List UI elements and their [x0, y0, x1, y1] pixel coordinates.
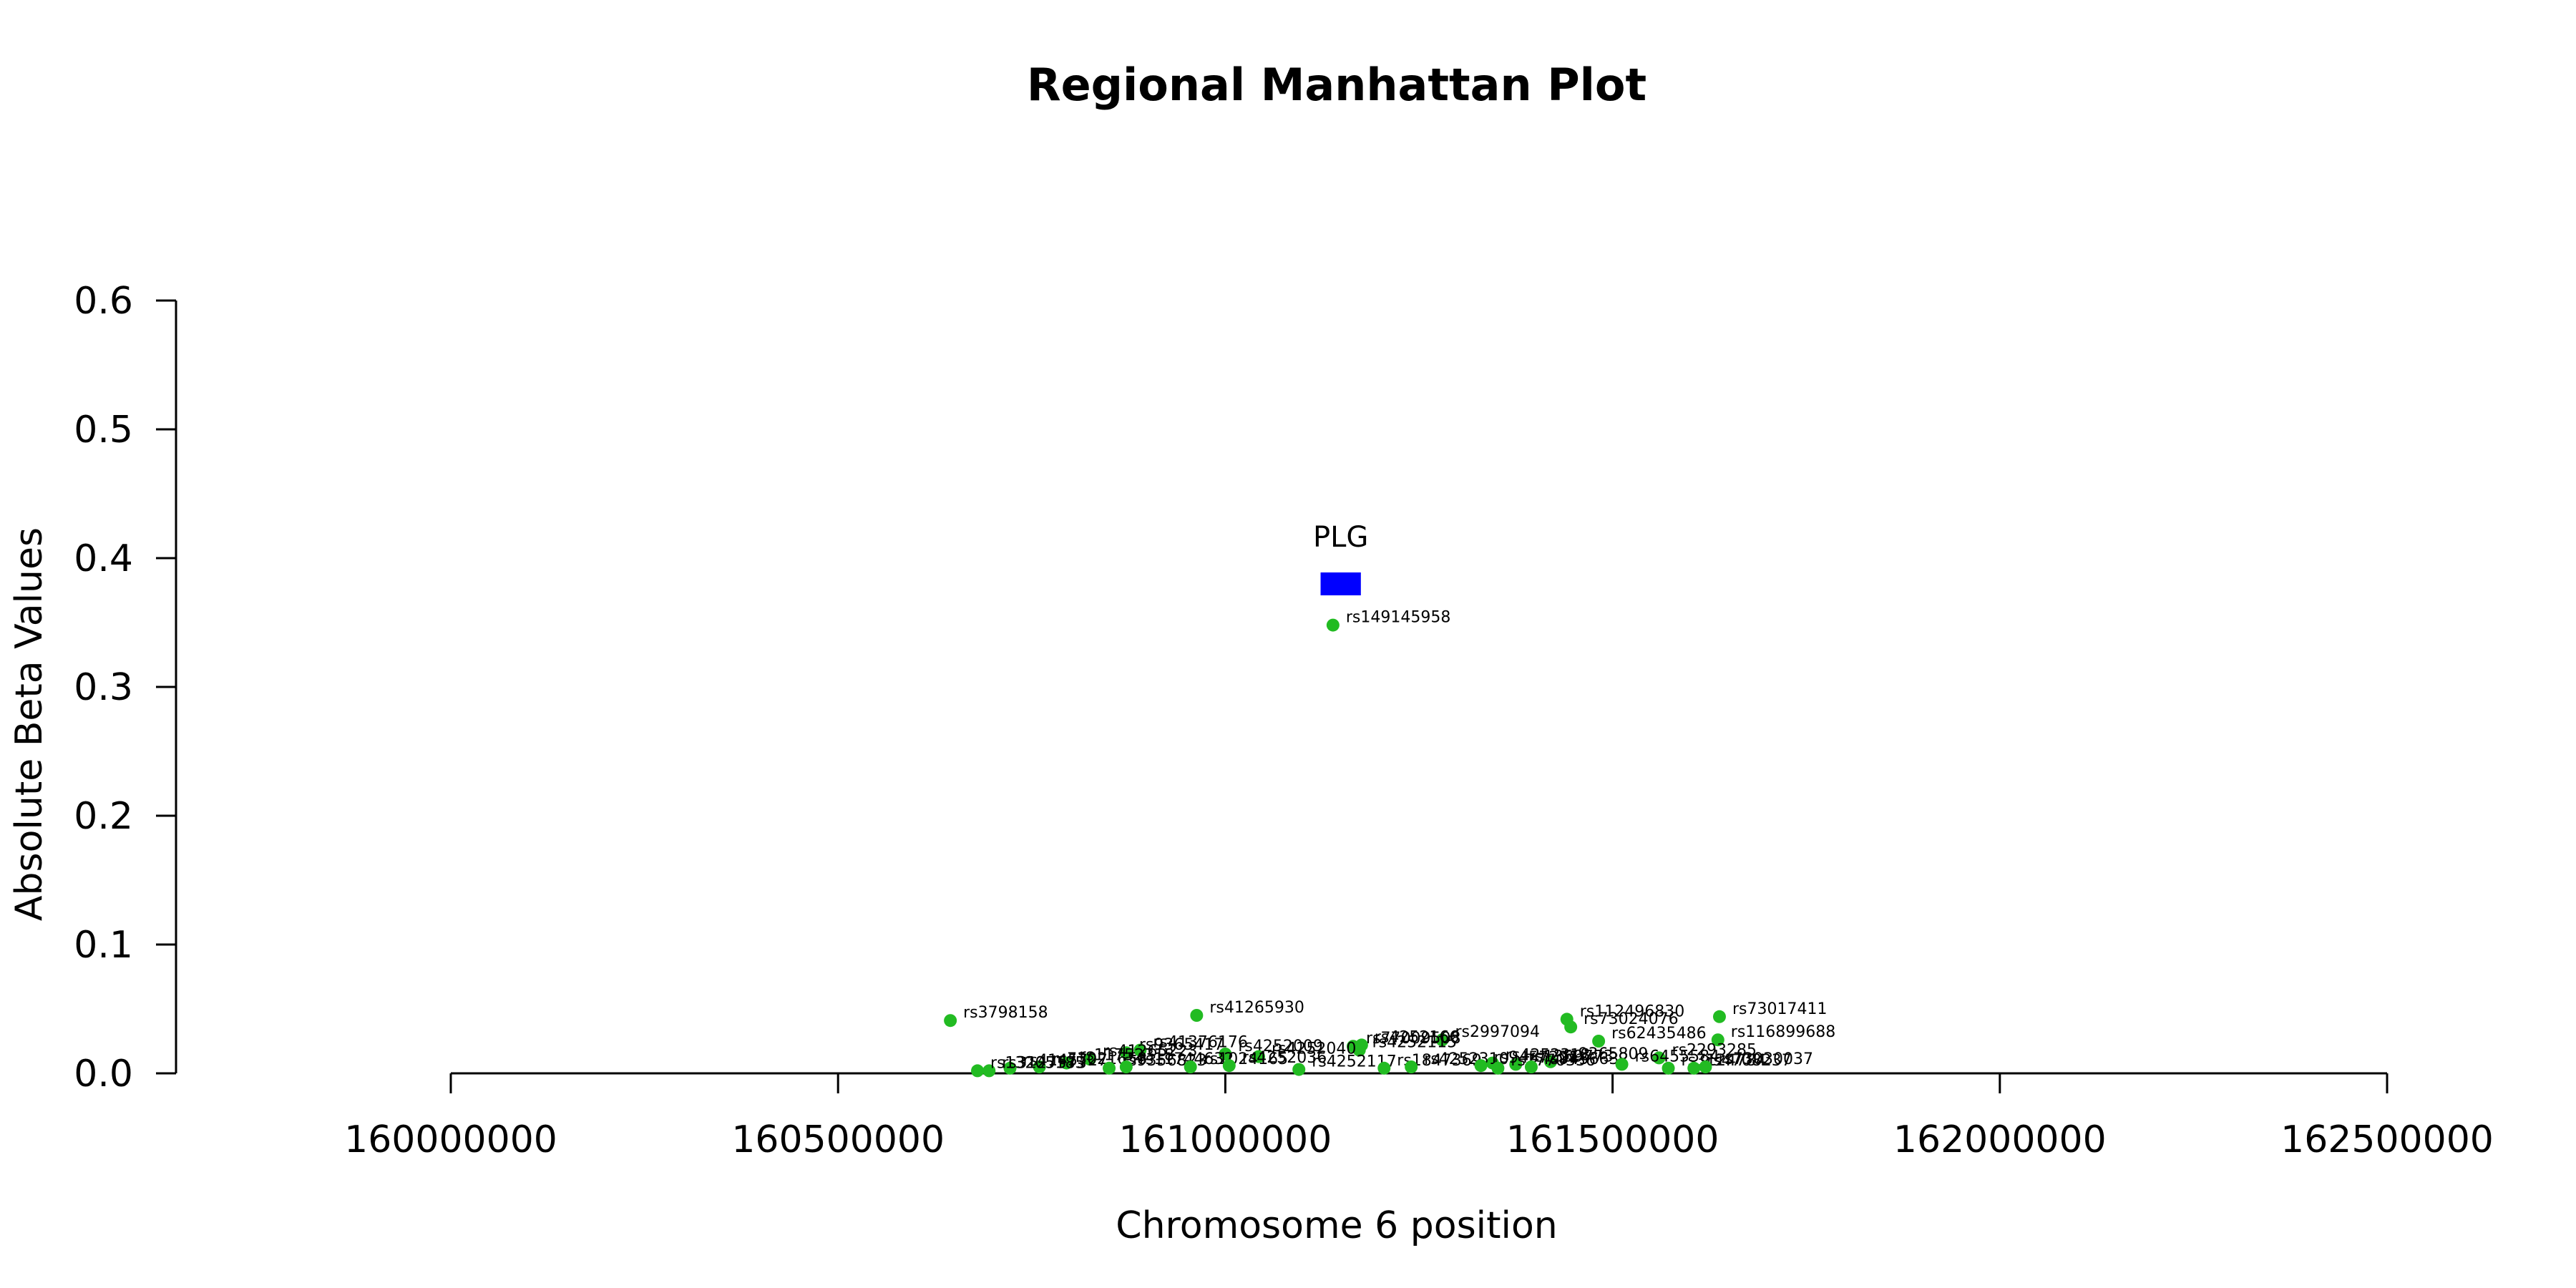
data-point — [1326, 618, 1340, 632]
gene-label: PLG — [1313, 521, 1368, 554]
data-point — [1662, 1061, 1675, 1075]
data-point — [1712, 1010, 1726, 1023]
data-point — [1119, 1060, 1133, 1073]
point-label: rs13205185 — [990, 1054, 1085, 1072]
point-label: rs73030037 — [1718, 1050, 1813, 1068]
data-point — [1133, 1043, 1147, 1057]
point-label: rs4252009 — [1238, 1038, 1323, 1055]
gene-bar — [1320, 572, 1361, 595]
y-tick-label: 0.6 — [74, 280, 133, 323]
data-point — [1222, 1059, 1236, 1073]
point-label: rs1024165 — [1204, 1050, 1289, 1068]
data-point — [1003, 1061, 1017, 1075]
data-point — [971, 1064, 985, 1078]
point-label: rs73017411 — [1732, 1000, 1827, 1018]
point-label: rs9456632 — [1544, 1050, 1629, 1068]
point-label: rs2997094 — [1455, 1023, 1540, 1041]
data-point — [1652, 1051, 1666, 1065]
point-label: rs149145958 — [1346, 609, 1450, 627]
data-point — [1119, 1046, 1133, 1060]
y-tick-label: 0.0 — [74, 1053, 133, 1096]
point-label: rs4252040 — [1272, 1040, 1357, 1058]
x-tick-label: 162000000 — [1893, 1118, 2107, 1161]
point-label: rs9365809 — [1563, 1045, 1649, 1063]
data-point — [1435, 1033, 1449, 1047]
data-point — [1615, 1058, 1629, 1071]
point-label: rs41265930 — [1209, 999, 1304, 1017]
data-points: rs149145958 rs3798158 rs41265930 rs11249683… — [944, 609, 1835, 1078]
data-point — [1190, 1009, 1204, 1022]
data-point — [944, 1014, 957, 1028]
point-label: rs4252115 — [1372, 1034, 1458, 1052]
point-label: rs3798158 — [963, 1004, 1048, 1022]
data-point — [1219, 1048, 1232, 1060]
point-label: rs4145727 — [1023, 1052, 1108, 1070]
data-point — [1509, 1058, 1523, 1071]
gene-track: PLG — [1313, 521, 1368, 595]
point-label: rs1359773 — [1528, 1048, 1614, 1065]
data-point — [1103, 1061, 1116, 1075]
data-point — [1491, 1061, 1505, 1075]
point-label: rs3127573 — [1002, 1054, 1087, 1072]
x-tick-label: 160000000 — [344, 1118, 557, 1161]
data-point — [1592, 1035, 1606, 1048]
x-axis-label: Chromosome 6 position — [1116, 1204, 1557, 1247]
data-point — [1711, 1033, 1724, 1047]
point-label: rs4252166 — [1375, 1028, 1460, 1046]
data-point — [1352, 1043, 1366, 1057]
point-label: rs112496830 — [1580, 1002, 1684, 1020]
y-tick-label: 0.1 — [74, 924, 133, 967]
data-point — [1687, 1061, 1701, 1075]
point-label: rs62435486 — [1611, 1025, 1706, 1043]
data-point — [1524, 1060, 1538, 1073]
y-tick-label: 0.3 — [74, 666, 133, 709]
data-point — [1544, 1055, 1558, 1068]
x-tick-label: 161000000 — [1119, 1118, 1332, 1161]
data-point — [1377, 1061, 1391, 1075]
x-tick-label: 162500000 — [2280, 1118, 2494, 1161]
y-tick-label: 0.4 — [74, 537, 133, 580]
y-axis-label: Absolute Beta Values — [8, 527, 51, 921]
point-label: rs77009508 — [1366, 1030, 1460, 1048]
y-tick-label: 0.5 — [74, 409, 133, 452]
point-label: rs9365417 — [1139, 1036, 1224, 1054]
point-label: rs4252036 — [1242, 1049, 1327, 1067]
data-point — [1564, 1020, 1578, 1034]
data-point — [1033, 1060, 1046, 1073]
data-point — [1292, 1063, 1306, 1076]
data-point — [1083, 1053, 1096, 1066]
chart-title: Regional Manhattan Plot — [1027, 59, 1646, 111]
point-label: rs73024076 — [1584, 1010, 1678, 1028]
x-tick-label: 161500000 — [1506, 1118, 1719, 1161]
data-point — [1699, 1060, 1712, 1073]
point-label: rs41376176 — [1153, 1034, 1247, 1052]
data-point — [1060, 1056, 1073, 1070]
point-label: rs2293285 — [1672, 1041, 1757, 1059]
data-point — [1405, 1060, 1418, 1073]
data-point — [1474, 1059, 1488, 1073]
x-tick-label: 160500000 — [731, 1118, 945, 1161]
y-tick-label: 0.2 — [74, 795, 133, 838]
data-point — [982, 1064, 996, 1078]
data-point — [1252, 1050, 1265, 1063]
data-point — [1184, 1060, 1197, 1073]
point-label: rs4708237 — [1707, 1052, 1792, 1070]
point-label: rs116899688 — [1731, 1023, 1835, 1041]
point-label: rs41265223 — [1103, 1043, 1197, 1060]
axes: 0.0 0.1 0.2 0.3 0.4 0.5 0.6 160000000 160500000 1… — [74, 280, 2494, 1161]
